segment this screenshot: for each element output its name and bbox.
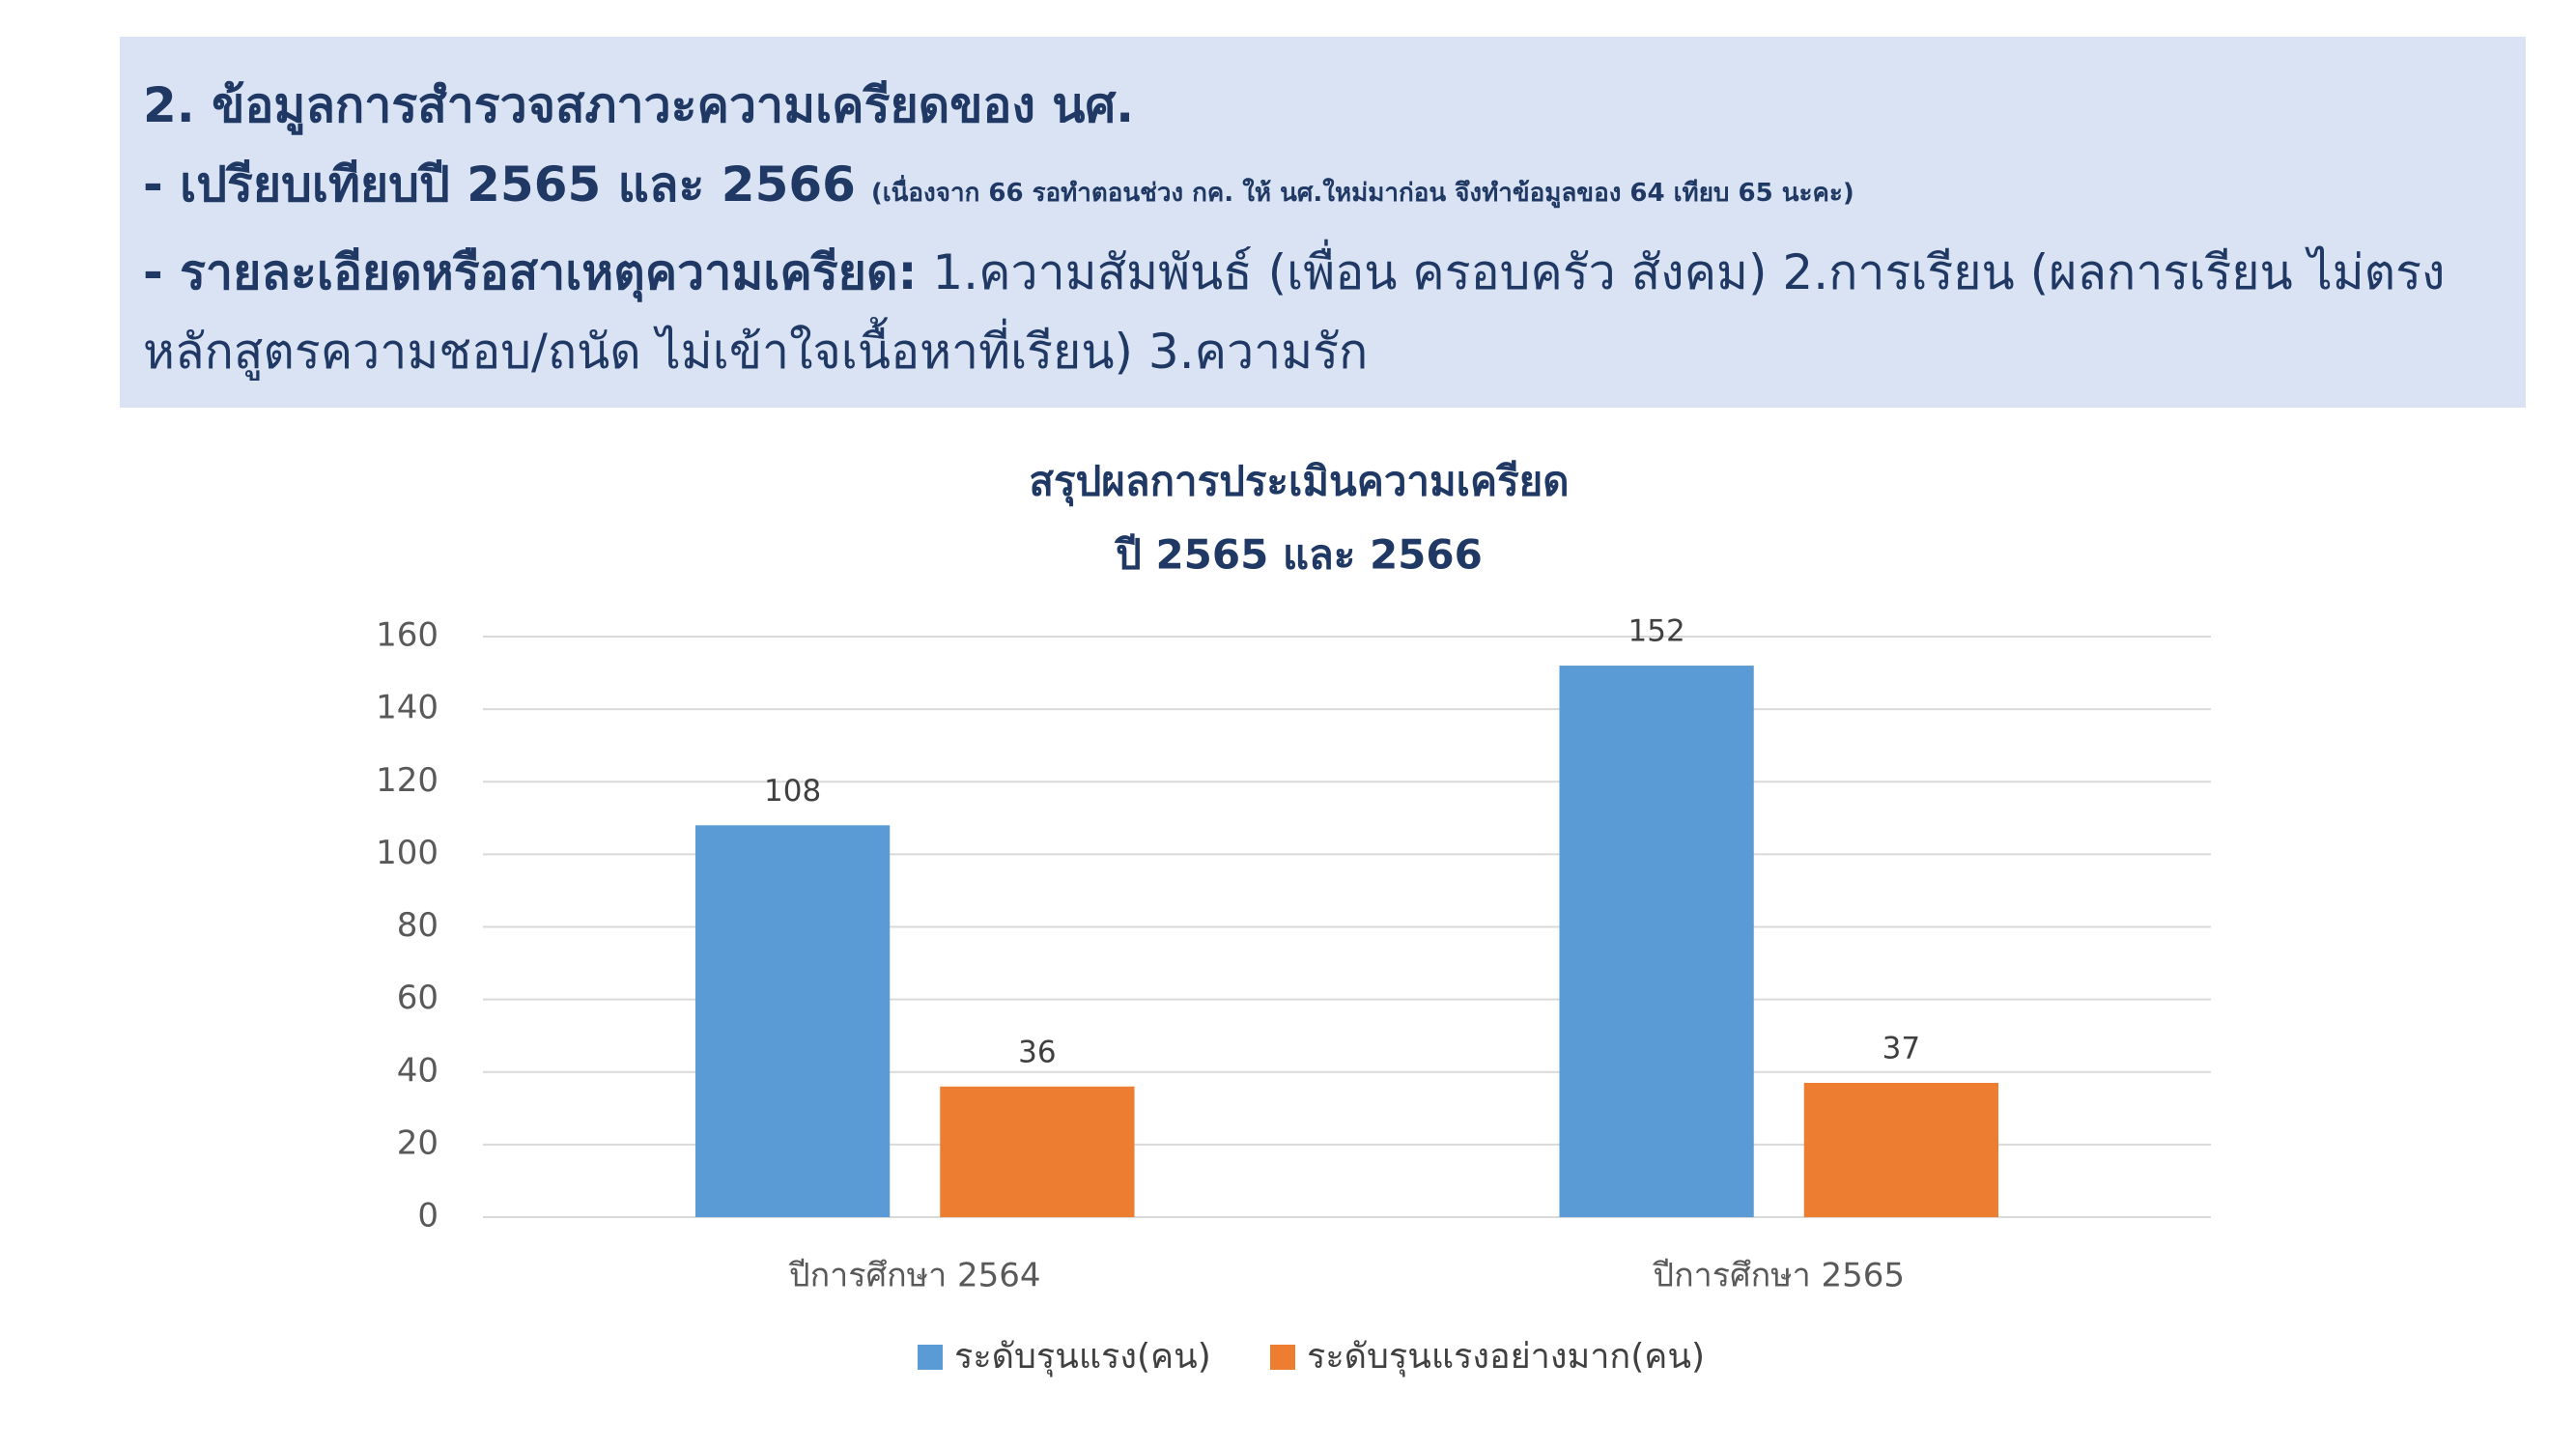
bar [694,825,891,1217]
chart-title: สรุปผลการประเมินความเครียด [1029,458,1569,507]
x-tick-label: ปีการศึกษา 2564 [788,1257,1040,1295]
y-tick-label: 100 [376,834,439,872]
legend-swatch [918,1345,943,1370]
x-tick-label: ปีการศึกษา 2565 [1653,1257,1905,1295]
header-title: 2. ข้อมูลการสำรวจสภาวะความเครียดของ นศ. [143,77,1135,133]
header-label: - รายละเอียดหรือสาเหตุความเครียด: [143,244,918,300]
y-tick-label: 160 [376,616,439,655]
y-tick-label: 40 [397,1051,439,1090]
y-tick-label: 140 [376,689,439,727]
header-text: 1.ความสัมพันธ์ (เพื่อน ครอบครัว สังคม) 2… [143,244,2446,380]
legend-label: ระดับรุนแรง(คน) [954,1337,1211,1378]
y-tick-label: 60 [397,979,439,1017]
header-line: 2. ข้อมูลการสำรวจสภาวะความเครียดของ นศ. [143,66,2503,145]
chart-title: ปี 2565 และ 2566 [1115,531,1483,579]
header-line: - เปรียบเทียบปี 2565 และ 2566 (เนื่องจาก… [143,145,2503,233]
header-box: 2. ข้อมูลการสำรวจสภาวะความเครียดของ นศ. … [120,37,2526,408]
y-tick-label: 0 [417,1197,439,1236]
y-tick-label: 80 [397,906,439,945]
data-label: 152 [1628,614,1685,649]
legend-swatch [1270,1345,1295,1370]
bar [1559,666,1754,1217]
data-label: 36 [1018,1035,1056,1069]
header-note: (เนื่องจาก 66 รอทำตอนช่วง กค. ให้ นศ.ใหม… [870,179,1854,208]
y-tick-label: 20 [397,1123,439,1162]
bar [1803,1083,1999,1217]
data-label: 108 [764,774,821,809]
legend-label: ระดับรุนแรงอย่างมาก(คน) [1307,1337,1705,1378]
bar [940,1086,1135,1217]
header-line: - รายละเอียดหรือสาเหตุความเครียด: 1.ความ… [143,233,2503,391]
header-compare: - เปรียบเทียบปี 2565 และ 2566 [143,156,856,213]
data-label: 37 [1882,1032,1920,1066]
y-tick-label: 120 [376,761,439,800]
